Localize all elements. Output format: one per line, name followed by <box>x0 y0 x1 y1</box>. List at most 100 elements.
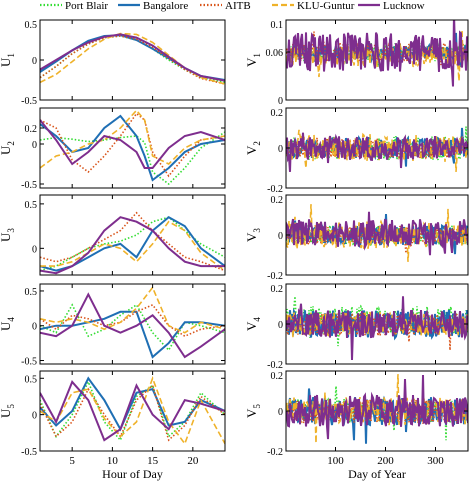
axes-frame <box>39 107 226 189</box>
legend-entry: Lucknow <box>358 0 425 12</box>
series-line-lucknow <box>286 296 468 361</box>
x-axis-label: Hour of Day <box>102 467 163 481</box>
y-tick-label: -0.5 <box>21 357 37 368</box>
series-line-klu-guntur <box>40 109 225 169</box>
panels: -0.500.5U100.060.1V1-0.500.2U2-0.200.2V2… <box>0 19 469 481</box>
legend-entry: Port Blair <box>40 0 108 12</box>
plot-area <box>286 296 468 361</box>
plot-area <box>286 204 468 262</box>
panel-v2: -0.2 0 0.2 V2 <box>244 107 469 195</box>
y-tick-label: 0 <box>278 231 283 242</box>
series-line-lucknow <box>40 119 225 169</box>
legend-label: Port Blair <box>65 0 108 12</box>
panel-u2: -0.5 0 0.2 U2 <box>0 107 226 191</box>
y-tick-label: 0.5 <box>25 374 38 385</box>
panel-u5: -0.500.55101520U5Hour of Day <box>0 370 226 481</box>
y-axis-label-main: U <box>0 408 13 418</box>
axes-frame <box>39 194 226 276</box>
y-tick-label: 0 <box>32 322 37 333</box>
series-line-bangalore <box>40 310 225 359</box>
series-line-lucknow <box>40 292 225 359</box>
legend-label: KLU-Guntur <box>297 0 355 12</box>
y-tick-label: 0.5 <box>25 20 38 31</box>
x-tick-label: 10 <box>107 455 119 467</box>
plot-area <box>286 20 468 87</box>
legend-entry: KLU-Guntur <box>272 0 355 12</box>
panel-v4: -0.2 0 0.2 V4 <box>244 283 469 371</box>
legend: Port Blair Bangalore AITB KLU-Guntur Lucknow <box>40 0 425 12</box>
y-tick-label: 0 <box>32 140 37 151</box>
y-tick-label: 0 <box>278 96 283 107</box>
y-axis-label-main: U <box>0 57 13 67</box>
series-line-port-blair <box>40 131 225 186</box>
y-tick-label: 0.2 <box>271 284 284 295</box>
series-line-klu-guntur <box>40 285 225 334</box>
x-tick-label: 300 <box>427 455 444 467</box>
panel-u3: 0 0.5 U3 <box>0 194 226 276</box>
y-axis-label-sub: 4 <box>252 317 262 322</box>
y-axis-label-sub: 2 <box>252 141 262 146</box>
y-tick-label: 0 <box>32 411 37 422</box>
series-line-aitb <box>286 31 468 66</box>
y-axis-label-sub: 5 <box>6 404 16 409</box>
series-line-lucknow <box>286 374 468 440</box>
series-line-lucknow <box>40 216 225 275</box>
y-axis-label: U5 <box>0 404 16 418</box>
y-tick-label: -0.5 <box>21 180 37 191</box>
series-line-aitb <box>40 303 225 338</box>
y-axis-label-main: V <box>244 321 259 331</box>
panel-v3: -0.2 0 0.2 V3 <box>244 194 469 282</box>
x-tick-label: 15 <box>147 455 159 467</box>
legend-label: AITB <box>225 0 251 12</box>
y-axis-label: U3 <box>0 228 16 242</box>
series-line-lucknow <box>40 380 225 442</box>
series-line-klu-guntur <box>40 220 225 272</box>
y-axis-label-main: V <box>244 145 259 155</box>
axes-frame <box>39 283 226 365</box>
y-axis-label-sub: 2 <box>6 141 16 146</box>
axes-frame <box>39 370 226 452</box>
plot-area <box>40 211 225 275</box>
plot-area <box>40 109 225 186</box>
panel-u1: -0.5 0 0.5 U1 <box>0 19 226 107</box>
y-tick-label: 0.2 <box>271 195 284 206</box>
y-tick-label: 0.5 <box>25 287 38 298</box>
y-axis-label: V1 <box>244 53 262 67</box>
y-axis-label-main: V <box>244 57 259 67</box>
y-axis-label-main: V <box>244 232 259 242</box>
y-tick-label: 0 <box>278 407 283 418</box>
y-axis-label-sub: 3 <box>6 228 16 233</box>
panel-u4: -0.5 0 0.5 U4 <box>0 283 226 368</box>
y-axis-label-sub: 3 <box>252 228 262 233</box>
plot-area <box>286 126 468 172</box>
plot-area <box>40 32 225 85</box>
y-tick-label: 0.2 <box>25 124 38 135</box>
series-line-lucknow <box>286 20 468 87</box>
y-axis-label-sub: 1 <box>6 53 16 58</box>
plot-area <box>286 374 468 444</box>
y-tick-label: 0 <box>32 244 37 255</box>
legend-label: Bangalore <box>143 0 188 12</box>
series-line-klu-guntur <box>286 374 468 444</box>
y-tick-label: 0 <box>278 320 283 331</box>
series-line-aitb <box>40 35 225 85</box>
y-tick-label: -0.5 <box>21 96 37 107</box>
series-line-aitb <box>40 112 225 178</box>
y-tick-label: 0.2 <box>271 371 284 382</box>
y-tick-label: 0.1 <box>271 20 284 31</box>
plot-area <box>40 285 225 359</box>
series-line-port-blair <box>40 303 225 352</box>
y-axis-label-sub: 4 <box>6 317 16 322</box>
series-line-aitb <box>40 384 225 442</box>
series-line-port-blair <box>40 216 225 272</box>
y-axis-label-main: U <box>0 232 13 242</box>
x-tick-label: 20 <box>187 455 199 467</box>
y-axis-label: V5 <box>244 404 262 418</box>
y-tick-label: -0.5 <box>21 447 37 458</box>
series-line-lucknow <box>286 132 468 172</box>
y-axis-label-main: V <box>244 408 259 418</box>
plot-area <box>40 375 225 446</box>
x-tick-label: 5 <box>69 455 75 467</box>
y-axis-label: V2 <box>244 141 262 155</box>
